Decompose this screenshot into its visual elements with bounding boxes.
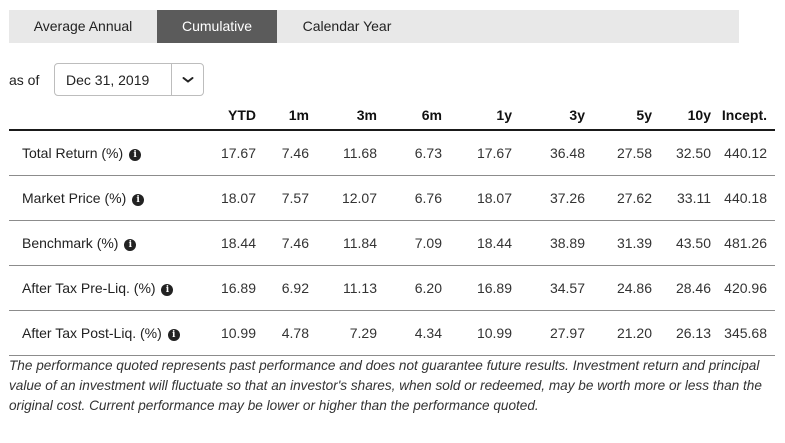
table-cell: 24.86 (616, 279, 652, 296)
column-header: 5y (636, 107, 652, 123)
table-cell: 18.07 (476, 189, 512, 206)
table-cell: 440.12 (724, 144, 767, 161)
info-icon[interactable]: i (167, 328, 180, 341)
header-label-column (9, 101, 204, 130)
column-header: 1m (288, 107, 309, 123)
table-cell: 28.46 (675, 279, 711, 296)
table-cell: 7.09 (414, 234, 442, 251)
performance-tabs: Average Annual Cumulative Calendar Year (9, 10, 739, 43)
column-header: 6m (421, 107, 442, 123)
table-cell: 16.89 (476, 279, 512, 296)
row-label-cell: After Tax Pre-Liq. (%) i (9, 265, 204, 310)
table-cell: 17.67 (476, 144, 512, 161)
table-cell: 31.39 (616, 234, 652, 251)
table-cell: 37.26 (549, 189, 585, 206)
table-row-after-tax-post-liq: After Tax Post-Liq. (%) i 10.99 4.78 7.2… (9, 310, 775, 355)
column-header: 3y (569, 107, 585, 123)
table-cell: 4.78 (281, 324, 309, 341)
table-row-total-return: Total Return (%) i 17.67 7.46 11.68 6.73… (9, 130, 775, 175)
column-header: 10y (687, 107, 711, 123)
row-label-cell: Benchmark (%) i (9, 220, 204, 265)
row-label: Market Price (%) (22, 189, 127, 206)
table-row-after-tax-pre-liq: After Tax Pre-Liq. (%) i 16.89 6.92 11.1… (9, 265, 775, 310)
table-cell: 345.68 (724, 324, 767, 341)
table-cell: 16.89 (220, 279, 256, 296)
table-cell: 12.07 (341, 189, 377, 206)
chevron-down-icon[interactable] (171, 64, 203, 95)
table-cell: 38.89 (549, 234, 585, 251)
column-header: 1y (496, 107, 512, 123)
column-header: 3m (356, 107, 377, 123)
table-cell: 43.50 (675, 234, 711, 251)
info-icon[interactable]: i (129, 148, 142, 161)
row-label: Benchmark (%) (22, 234, 119, 251)
tab-average-annual[interactable]: Average Annual (33, 18, 133, 34)
table-cell: 36.48 (549, 144, 585, 161)
table-cell: 7.29 (349, 324, 377, 341)
table-cell: 17.67 (220, 144, 256, 161)
table-cell: 18.44 (476, 234, 512, 251)
table-cell: 18.07 (220, 189, 256, 206)
table-cell: 27.97 (549, 324, 585, 341)
table-cell: 6.92 (281, 279, 309, 296)
table-cell: 6.76 (414, 189, 442, 206)
table-cell: 6.20 (414, 279, 442, 296)
table-cell: 6.73 (414, 144, 442, 161)
row-label: After Tax Post-Liq. (%) (22, 324, 162, 341)
table-cell: 7.46 (281, 234, 309, 251)
as-of-date-value: Dec 31, 2019 (66, 71, 150, 88)
column-header: YTD (228, 107, 256, 123)
table-cell: 11.84 (343, 234, 377, 251)
table-cell: 27.58 (616, 144, 652, 161)
table-header-row: YTD 1m 3m 6m 1y 3y 5y 10y Incept. (9, 101, 775, 130)
row-label-cell: Market Price (%) i (9, 175, 204, 220)
table-row-market-price: Market Price (%) i 18.07 7.57 12.07 6.76… (9, 175, 775, 220)
table-cell: 4.34 (414, 324, 442, 341)
table-cell: 18.44 (220, 234, 256, 251)
row-label: After Tax Pre-Liq. (%) (22, 279, 156, 296)
table-cell: 27.62 (616, 189, 652, 206)
tab-cumulative[interactable]: Cumulative (157, 10, 277, 43)
table-row-benchmark: Benchmark (%) i 18.44 7.46 11.84 7.09 18… (9, 220, 775, 265)
table-cell: 481.26 (724, 234, 767, 251)
column-header: Incept. (721, 107, 767, 123)
as-of-label: as of (9, 72, 40, 88)
table-cell: 7.57 (281, 189, 309, 206)
info-icon[interactable]: i (132, 193, 145, 206)
table-cell: 26.13 (675, 324, 711, 341)
performance-disclaimer: The performance quoted represents past p… (9, 358, 762, 413)
as-of-date-select[interactable]: Dec 31, 2019 (54, 63, 204, 96)
info-icon[interactable]: i (124, 238, 137, 251)
table-cell: 11.13 (343, 279, 377, 296)
table-cell: 34.57 (549, 279, 585, 296)
table-cell: 11.68 (343, 144, 377, 161)
table-cell: 440.18 (724, 189, 767, 206)
table-cell: 7.46 (281, 144, 309, 161)
row-label-cell: Total Return (%) i (9, 130, 204, 175)
tab-calendar-year[interactable]: Calendar Year (302, 18, 392, 34)
table-cell: 420.96 (724, 279, 767, 296)
row-label: Total Return (%) (22, 144, 124, 161)
row-label-cell: After Tax Post-Liq. (%) i (9, 310, 204, 355)
table-cell: 33.11 (677, 189, 711, 206)
table-cell: 32.50 (675, 144, 711, 161)
table-cell: 10.99 (476, 324, 512, 341)
table-cell: 21.20 (616, 324, 652, 341)
table-cell: 10.99 (220, 324, 256, 341)
performance-table: YTD 1m 3m 6m 1y 3y 5y 10y Incept. Total … (9, 101, 775, 356)
info-icon[interactable]: i (161, 283, 174, 296)
